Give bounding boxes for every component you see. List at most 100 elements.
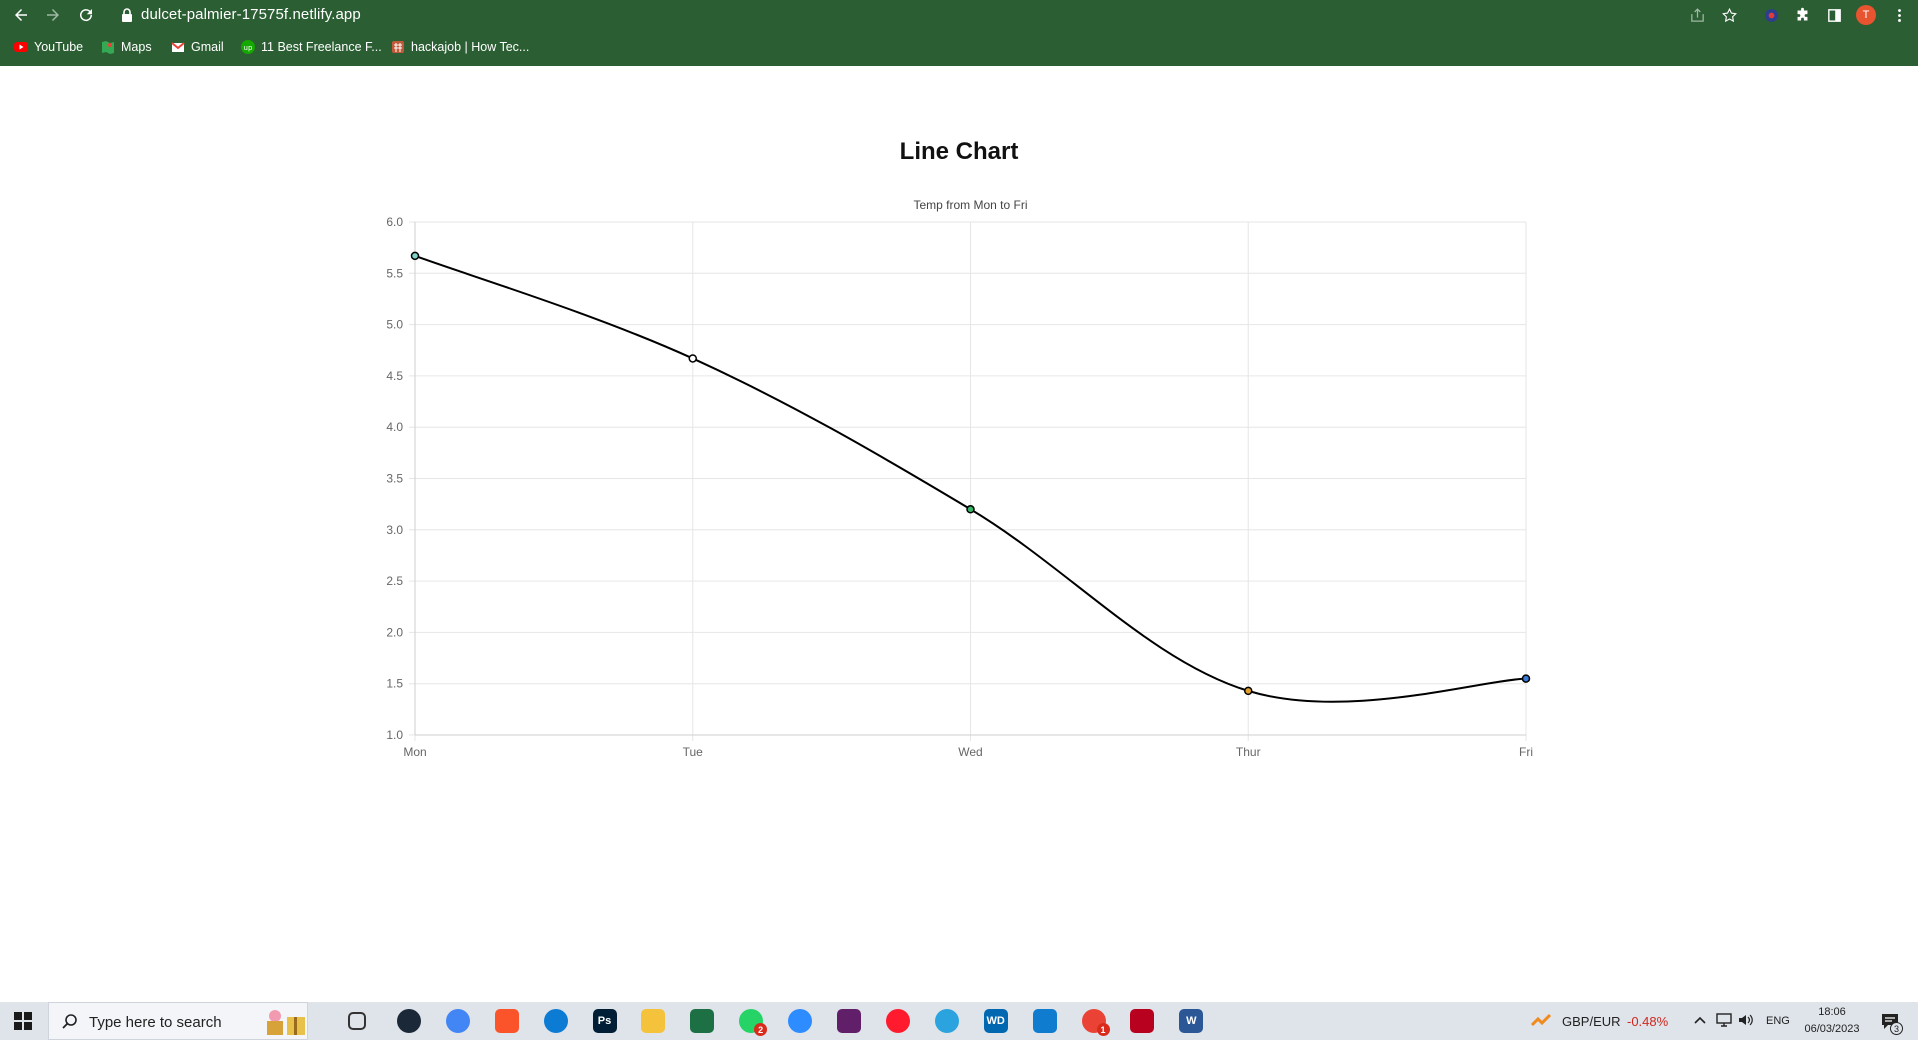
ticker-pair[interactable]: GBP/EUR (1562, 1014, 1621, 1029)
arrow-right-icon (47, 9, 59, 21)
chrome-icon[interactable] (445, 1009, 470, 1033)
side-panel-button[interactable] (1823, 4, 1845, 26)
bookmark-label: hackajob | How Tec... (411, 40, 530, 54)
x-tick-label: Wed (958, 745, 982, 759)
wd-icon[interactable]: WD (983, 1009, 1008, 1033)
y-tick-label: 5.0 (386, 318, 403, 332)
upwork-icon: up (241, 40, 255, 54)
telegram-icon[interactable] (934, 1009, 959, 1033)
lock-icon (122, 8, 132, 22)
data-point (966, 505, 975, 514)
side-panel-icon (1827, 8, 1841, 22)
y-tick-label: 5.5 (386, 266, 403, 280)
page-content: Line Chart Temp from Mon to Fri 1.0 1.5 2.0… (0, 66, 1918, 1002)
chart-title: Temp from Mon to Fri (913, 198, 1027, 212)
data-point (1521, 674, 1531, 683)
word-icon[interactable]: W (1179, 1009, 1204, 1033)
extensions-button[interactable] (1791, 4, 1813, 26)
notifications-icon[interactable] (1880, 1011, 1900, 1031)
app-badge: 1 (1096, 1023, 1110, 1036)
whatsapp-icon[interactable]: 2 (739, 1009, 768, 1036)
search-highlight-icon (267, 1010, 305, 1035)
y-tick-label: 1.0 (386, 728, 403, 742)
file-explorer-icon[interactable] (641, 1009, 666, 1033)
vscode-icon[interactable] (1032, 1009, 1057, 1033)
bookmarks-bar: YouTube Maps Gmail up 11 Best Freelance … (0, 35, 1918, 59)
search-icon (62, 1014, 77, 1029)
extension-globe-icon (1764, 8, 1778, 22)
address-bar[interactable]: dulcet-palmier-17575f.netlify.app (141, 6, 361, 23)
svg-text:up: up (244, 44, 253, 52)
excel-icon[interactable] (690, 1009, 715, 1033)
volume-icon[interactable] (1738, 1013, 1754, 1027)
app-badge: 2 (754, 1023, 768, 1036)
x-tick-label: Tue (683, 745, 704, 759)
line-chart: Temp from Mon to Fri 1.0 1.5 2.0 2.5 3.0 3.5 4.… (386, 198, 1533, 759)
x-tick-label: Mon (403, 745, 426, 759)
bookmark-label: Maps (121, 40, 152, 54)
youtube-icon (14, 42, 28, 52)
bookmark-maps[interactable]: Maps (101, 35, 152, 59)
reload-icon (80, 9, 93, 22)
y-tick-label: 2.5 (386, 574, 403, 588)
windows-taskbar: Type here to search Ps 2 WD 1 W GBP/EUR -0.4… (0, 1002, 1918, 1040)
y-tick-label: 1.5 (386, 677, 403, 691)
x-tick-label: Thur (1236, 745, 1261, 759)
star-icon (1721, 7, 1737, 22)
forward-button[interactable] (42, 4, 64, 26)
bookmark-youtube[interactable]: YouTube (14, 35, 83, 59)
bookmark-hackajob[interactable]: hackajob | How Tec... (391, 35, 529, 59)
chrome-profile-icon[interactable]: 1 (1081, 1009, 1110, 1036)
bookmark-gmail[interactable]: Gmail (171, 35, 224, 59)
chevron-up-icon[interactable] (1694, 1015, 1706, 1025)
hackajob-icon (392, 41, 404, 53)
task-view-icon[interactable] (348, 1012, 366, 1030)
bookmark-freelance[interactable]: up 11 Best Freelance F... (241, 35, 382, 59)
photoshop-icon[interactable]: Ps (592, 1009, 617, 1033)
browser-toolbar: dulcet-palmier-17575f.netlify.app T (0, 0, 1918, 30)
browser-chrome: dulcet-palmier-17575f.netlify.app T YouT… (0, 0, 1918, 66)
bookmark-label: 11 Best Freelance F... (261, 40, 382, 54)
search-placeholder: Type here to search (89, 1014, 222, 1031)
bookmark-star-button[interactable] (1718, 4, 1740, 26)
y-tick-label: 6.0 (386, 215, 403, 229)
menu-button[interactable] (1888, 4, 1910, 26)
back-button[interactable] (10, 4, 32, 26)
taskbar-search[interactable]: Type here to search (48, 1002, 308, 1040)
y-tick-label: 4.0 (386, 420, 403, 434)
network-icon[interactable] (1716, 1013, 1732, 1027)
language-indicator[interactable]: ENG (1766, 1015, 1790, 1027)
x-tick-label: Fri (1519, 745, 1533, 759)
clock-date[interactable]: 06/03/2023 (1804, 1023, 1860, 1035)
arrow-left-icon (15, 9, 27, 21)
notification-count: 3 (1890, 1022, 1903, 1035)
y-tick-label: 3.5 (386, 472, 403, 486)
share-button[interactable] (1686, 4, 1708, 26)
profile-avatar[interactable]: T (1856, 5, 1876, 25)
stocks-icon (1530, 1013, 1552, 1027)
windows-start-icon[interactable] (14, 1012, 32, 1030)
maps-icon (102, 41, 114, 54)
slack-icon[interactable] (837, 1009, 861, 1033)
share-icon (1690, 7, 1704, 22)
page-heading: Line Chart (899, 138, 1019, 165)
ticker-change: -0.48% (1627, 1014, 1669, 1029)
data-point (410, 251, 420, 261)
gmail-icon (171, 42, 185, 52)
bookmark-label: YouTube (34, 40, 84, 54)
extension-button[interactable] (1760, 4, 1782, 26)
y-tick-label: 2.0 (386, 625, 403, 639)
data-point (1244, 686, 1253, 696)
zoom-icon[interactable] (788, 1009, 813, 1033)
brave-icon[interactable] (494, 1009, 519, 1033)
pdf-icon[interactable] (1130, 1009, 1155, 1033)
data-point (688, 354, 697, 363)
reload-button[interactable] (75, 4, 97, 26)
edge-icon[interactable] (543, 1009, 568, 1033)
y-tick-label: 4.5 (386, 369, 403, 383)
bookmark-label: Gmail (191, 40, 224, 54)
y-tick-label: 3.0 (386, 523, 403, 537)
steam-icon[interactable] (396, 1009, 421, 1033)
opera-icon[interactable] (885, 1009, 910, 1033)
clock-time[interactable]: 18:06 (1818, 1006, 1846, 1018)
